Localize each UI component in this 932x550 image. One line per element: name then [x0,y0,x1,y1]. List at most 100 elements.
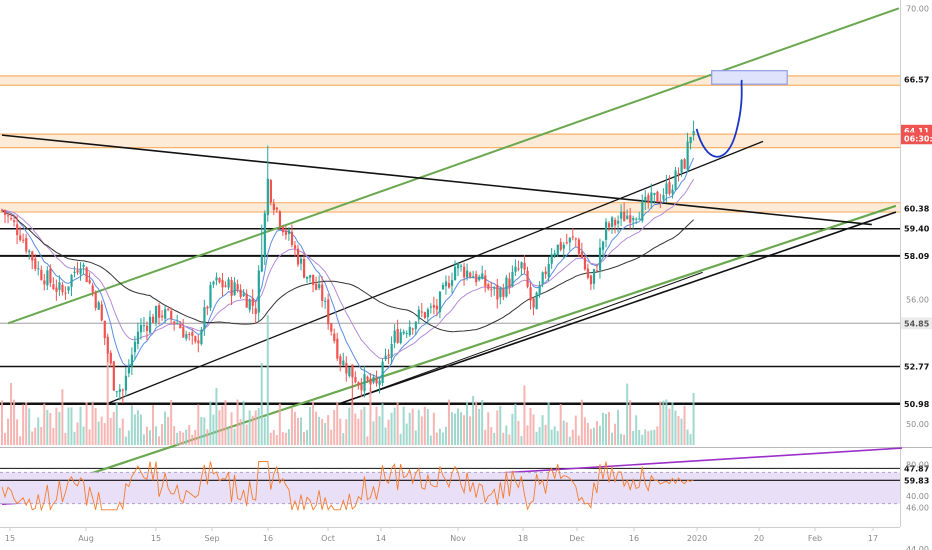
volume-bar [493,432,496,445]
candle-body [493,287,496,289]
volume-bar [28,408,31,445]
volume-bar [91,401,94,445]
volume-bar [67,407,70,445]
candle-body [396,329,399,343]
candle-body [173,321,176,324]
candle-body [287,230,291,234]
volume-bar [245,424,248,445]
price-axis[interactable]: 70.00 56.00 50.00 46.00 44.00 66.57 64.1106:30… [901,4,932,550]
price-tag-label: 58.09 [904,252,930,261]
candle-body [574,238,577,240]
volume-bar [281,432,284,445]
candle-body [88,280,91,284]
volume-bar [133,414,136,445]
volume-bar [420,416,423,445]
volume-bar [387,419,390,445]
rsi-tick-label: 80.00 [906,461,929,470]
volume-bar [423,406,426,445]
volume-bar [541,415,544,445]
candle-body [155,305,158,323]
candle-body [272,203,275,210]
volume-bar [683,405,686,445]
candle-body [665,183,668,194]
volume-bar [354,413,357,445]
time-axis[interactable]: 15 Aug 15 Sep 16 Oct 14 Nov 18 Dec 16 2020 20 Feb 17 [5,527,878,543]
candle-body [4,210,7,215]
volume-bar [115,403,118,445]
volume-bar [595,421,598,445]
candle-body [668,182,671,194]
volume-bar [366,436,369,445]
volume-bar [73,431,76,445]
rsi-tag-bg [901,474,932,487]
candle-body [251,298,254,306]
candle-body [517,268,520,270]
volume-bar [142,434,145,445]
candle-body [550,254,553,264]
volume-bar [574,415,577,445]
time-tick-label: 16 [629,534,639,543]
volume-bar [176,432,179,445]
candle-body [444,281,448,287]
volume-bar [233,428,236,445]
price-tag-label: 59.40 [904,225,930,234]
candle-body [595,270,599,272]
volume-bar [589,429,592,445]
price-tick-label: 44.00 [906,545,929,550]
volume-bar [336,401,339,445]
candle-body [641,200,644,221]
time-tick-label: Sep [204,534,219,543]
time-tick-label: 17 [868,534,878,543]
price-tag-bg [901,202,932,215]
candle-body [423,312,426,318]
volume-bar [230,412,233,445]
candle-body [158,305,161,318]
candle-body [191,332,194,336]
price-tag-label: 54.85 [904,319,930,328]
candle-body [556,244,559,256]
candle-body [659,200,662,202]
candle-body [508,278,511,288]
candle-body [514,266,517,272]
candle-body [164,309,167,319]
volume-bar [109,417,112,445]
candle-body [457,263,460,269]
volume-bar [689,434,692,445]
volume-bar [568,436,571,445]
volume-bar [275,435,278,445]
volume-bar [598,425,601,445]
volume-bar [429,435,432,445]
volume-bar [179,430,182,445]
candle-body [278,211,282,227]
volume-bar [653,429,656,445]
volume-bar [472,395,475,445]
candle-body [565,242,568,244]
candle-body [275,207,279,210]
candle-body [136,331,140,344]
volume-bar [278,403,281,445]
price-tag-label: 47.87 [904,464,929,473]
volume-bar [248,410,251,445]
volume-bar [411,408,414,445]
candle-body [269,180,272,203]
candle-body [577,239,581,254]
volume-bar [348,407,351,445]
candle-body [312,274,315,285]
candle-body [112,361,115,391]
candle-body [686,141,689,170]
candle-body [212,281,215,285]
candle-body [611,217,614,227]
volume-bar [309,407,312,445]
volume-bar [7,418,10,445]
volume-bar [257,407,260,445]
candle-body [345,363,348,374]
candle-body [605,221,608,240]
volume-bar [617,409,620,445]
candle-body [34,258,37,269]
volume-bar [435,432,438,445]
volume-bar [692,393,695,445]
candlesticks [1,120,695,404]
candle-body [559,242,562,250]
